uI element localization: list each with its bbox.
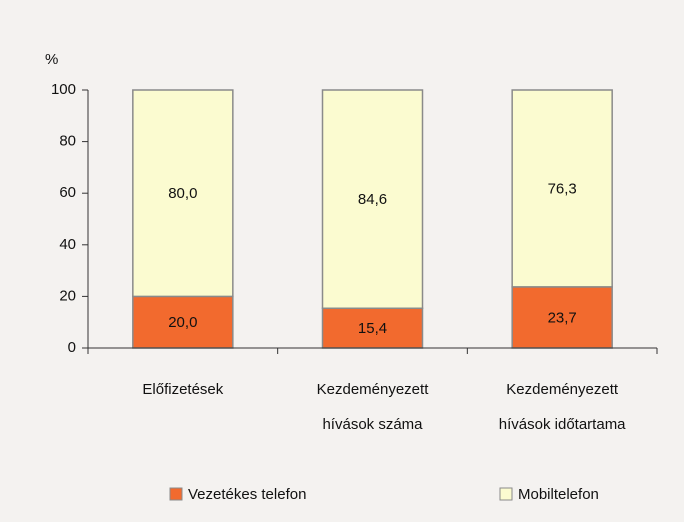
y-axis-label: % [45,51,58,68]
y-tick-label: 80 [59,133,76,150]
data-label: 80,0 [168,185,197,202]
y-tick-label: 60 [59,184,76,201]
x-tick-label: hívások száma [322,416,423,433]
legend-swatch [499,487,513,501]
x-tick-label: Kezdeményezett [506,381,619,398]
legend-label: Mobiltelefon [518,486,599,503]
data-label: 15,4 [358,320,387,337]
data-label: 23,7 [548,309,577,326]
bar-segment [132,89,234,298]
y-tick-label: 0 [68,339,76,356]
x-tick-label: Előfizetések [142,381,223,398]
legend-swatch [169,487,183,501]
y-tick-label: 20 [59,287,76,304]
y-tick-label: 100 [51,81,76,98]
bar-segment [511,89,613,288]
data-label: 20,0 [168,314,197,331]
x-tick-label: Kezdeményezett [317,381,430,398]
x-tick-label: hívások időtartama [499,416,626,433]
data-label: 84,6 [358,191,387,208]
bar-segment [321,89,424,310]
data-label: 76,3 [548,180,577,197]
legend-label: Vezetékes telefon [188,486,306,503]
y-tick-label: 40 [59,236,76,253]
